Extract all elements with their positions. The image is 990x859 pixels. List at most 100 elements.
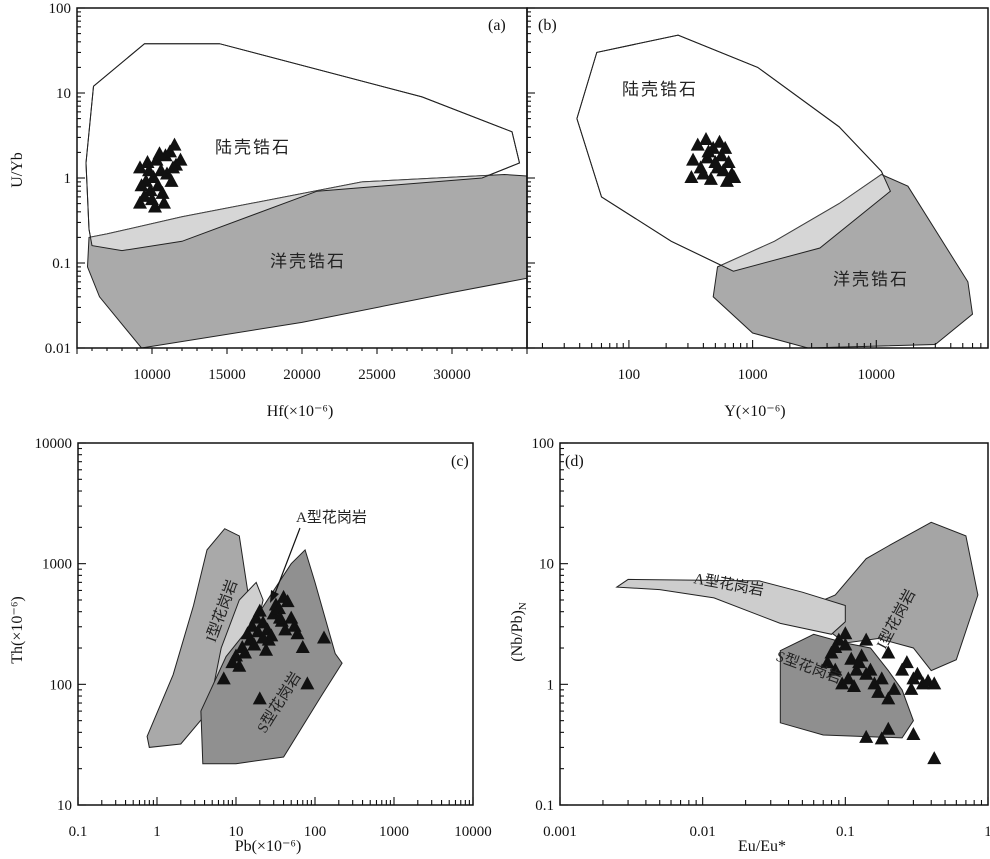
data-point <box>164 173 179 187</box>
x-tick-label: 10000 <box>858 367 896 383</box>
data-point <box>899 655 914 669</box>
data-point <box>835 676 850 690</box>
y-tick-label: 10000 <box>35 436 73 452</box>
panel-b-xlabel: Y(×10⁻⁶) <box>724 403 785 420</box>
data-point <box>904 681 919 695</box>
panel-d-ylabel: (Nb/Pb)N <box>509 602 529 662</box>
field-layer <box>146 528 343 765</box>
data-point <box>881 721 896 735</box>
data-point <box>910 666 925 680</box>
y-tick-label: 10 <box>57 798 72 814</box>
data-point <box>838 626 853 640</box>
data-point <box>290 626 305 640</box>
data-point <box>173 152 188 166</box>
data-point <box>887 681 902 695</box>
x-tick-label: 1 <box>153 824 161 840</box>
data-point <box>716 163 731 177</box>
data-point <box>703 171 718 185</box>
data-point <box>238 645 253 659</box>
panel-b-tag: (b) <box>538 17 557 34</box>
panel-c: 0.1 1 10 100 1000 10000 10 100 1000 10000 (c) A型花… <box>9 436 492 855</box>
x-tick-label: 1000 <box>379 824 409 840</box>
x-tick-label: 100 <box>304 824 327 840</box>
data-point <box>849 662 864 676</box>
data-point <box>271 601 286 615</box>
data-point <box>690 137 705 151</box>
panel-c-xlabel: Pb(×10⁻⁶) <box>235 838 302 855</box>
data-point <box>841 671 856 685</box>
data-point <box>249 610 264 624</box>
field-layer <box>85 43 527 348</box>
panel-a-axes: 10000 15000 20000 25000 30000 0.01 0.1 1 10 100 <box>45 1 528 383</box>
panel-c-label-a-type: A型花岗岩 <box>296 509 367 526</box>
panel-b-fields <box>576 34 974 348</box>
panel-c-tag: (c) <box>451 453 469 470</box>
data-point <box>134 178 149 192</box>
panel-c-points <box>216 589 332 705</box>
data-point <box>152 146 167 160</box>
panel-c-annotation-arrow <box>273 527 301 597</box>
panel-a-label-oceanic: 洋壳锆石 <box>270 252 346 271</box>
data-point <box>143 183 158 197</box>
data-point <box>247 637 262 651</box>
data-point <box>859 632 874 646</box>
y-tick-label: 1000 <box>42 557 72 573</box>
data-point <box>874 671 889 685</box>
panel-b: 100 1000 10000 (b) 陆壳锆石 洋壳锆石 Y(×10⁻⁶) <box>526 7 989 420</box>
x-tick-label: 10000 <box>454 824 492 840</box>
panel-a-ylabel: U/Yb <box>9 152 26 188</box>
data-point <box>684 170 699 183</box>
data-point <box>927 676 942 690</box>
data-point <box>874 731 889 745</box>
data-point <box>828 640 843 654</box>
panel-a-label-continental: 陆壳锆石 <box>215 138 291 157</box>
data-point <box>252 691 267 705</box>
data-point <box>696 166 711 180</box>
data-point <box>225 655 240 669</box>
data-point <box>232 658 247 672</box>
data-point <box>272 610 287 624</box>
x-tick-label: 100 <box>618 367 641 383</box>
plot-frame <box>559 442 989 806</box>
data-point <box>846 679 861 693</box>
data-point <box>157 195 171 209</box>
panel-c-axes: 0.1 1 10 100 1000 10000 10 100 1000 10000 <box>35 436 492 840</box>
panel-d-ylabel-main: (Nb/Pb) <box>509 610 526 662</box>
data-point <box>295 640 310 654</box>
field-layer <box>576 34 974 348</box>
data-point <box>300 676 315 690</box>
y-tick-label: 10 <box>539 557 554 573</box>
data-point <box>216 671 231 685</box>
data-point <box>701 144 716 158</box>
data-point <box>163 144 177 158</box>
panel-d-fields <box>615 521 979 739</box>
x-tick-label: 25000 <box>358 367 396 383</box>
panel-b-label-oceanic: 洋壳锆石 <box>833 270 909 289</box>
data-point <box>712 134 727 148</box>
data-point <box>259 642 274 656</box>
x-tick-label: 0.01 <box>690 824 716 840</box>
x-tick-label: 10 <box>229 824 244 840</box>
panel-a: 10000 15000 20000 25000 30000 0.01 0.1 1 10 100 (… <box>9 1 528 420</box>
panel-d-axes: 0.001 0.01 0.1 1 0.1 1 10 100 <box>532 436 990 840</box>
data-point <box>155 185 170 199</box>
y-tick-label: 0.01 <box>45 341 71 357</box>
panel-d-tag: (d) <box>565 453 584 470</box>
y-tick-label: 100 <box>50 677 73 693</box>
panel-d-points <box>820 626 942 765</box>
data-point <box>699 131 714 145</box>
field-outline <box>576 34 892 272</box>
x-tick-label: 1 <box>984 824 990 840</box>
x-tick-label: 1000 <box>738 367 768 383</box>
data-point <box>245 618 260 632</box>
panel-a-points <box>133 137 188 213</box>
panel-d-ylabel-sub: N <box>517 602 529 610</box>
panel-a-xlabel: Hf(×10⁻⁶) <box>267 403 334 420</box>
data-point <box>727 170 742 183</box>
field-outline <box>85 43 521 252</box>
data-point <box>820 655 835 669</box>
data-point <box>166 160 180 174</box>
data-point <box>708 155 723 169</box>
data-point <box>686 152 701 166</box>
